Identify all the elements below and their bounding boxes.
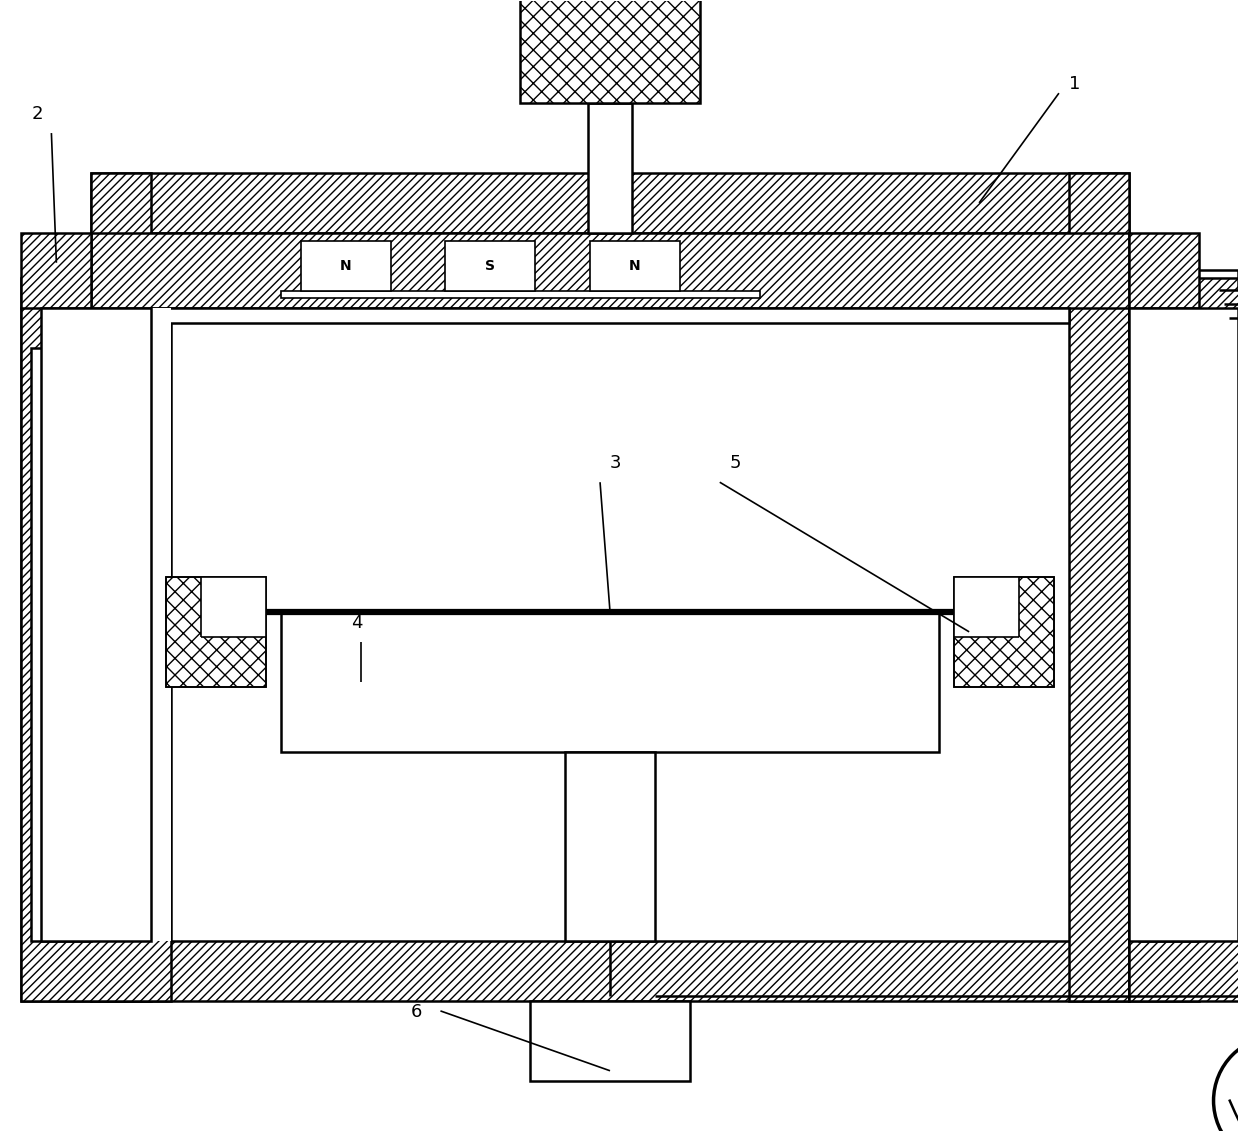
Bar [41, 308, 171, 941]
Text: 2: 2 [31, 105, 43, 123]
Bar [531, 1001, 689, 1081]
Bar [1128, 233, 1199, 308]
Bar [92, 941, 1128, 1001]
Bar [1128, 308, 1239, 941]
Bar [31, 348, 92, 941]
Bar [151, 233, 1069, 941]
Bar [166, 577, 265, 687]
Text: N: N [340, 259, 351, 273]
Text: N: N [629, 259, 641, 273]
Text: 4: 4 [351, 614, 362, 632]
Bar [588, 103, 632, 233]
Bar [521, 0, 699, 103]
Bar [445, 241, 536, 291]
Bar [151, 308, 1069, 323]
Text: S: S [485, 259, 495, 273]
Bar [201, 577, 265, 637]
Bar [590, 241, 680, 291]
Text: 5: 5 [729, 454, 742, 472]
Bar [166, 577, 265, 687]
Bar [92, 233, 1128, 308]
Bar [954, 577, 1019, 637]
Bar [21, 233, 92, 308]
Bar [92, 173, 1128, 233]
Bar [954, 577, 1054, 687]
Bar [1128, 308, 1239, 941]
Bar [1128, 308, 1199, 1001]
Bar [1128, 277, 1240, 1001]
Bar [1138, 348, 1199, 941]
Text: 1: 1 [1069, 75, 1080, 93]
Bar [280, 291, 760, 298]
Bar [280, 612, 939, 752]
Bar [565, 752, 655, 941]
Bar [21, 308, 92, 1001]
Bar [954, 577, 1054, 687]
Bar [1069, 173, 1128, 1001]
Bar [21, 277, 171, 1001]
Text: 3: 3 [610, 454, 621, 472]
Text: 6: 6 [410, 1003, 422, 1021]
Bar [41, 308, 151, 941]
Bar [92, 173, 151, 1001]
Bar [301, 241, 391, 291]
